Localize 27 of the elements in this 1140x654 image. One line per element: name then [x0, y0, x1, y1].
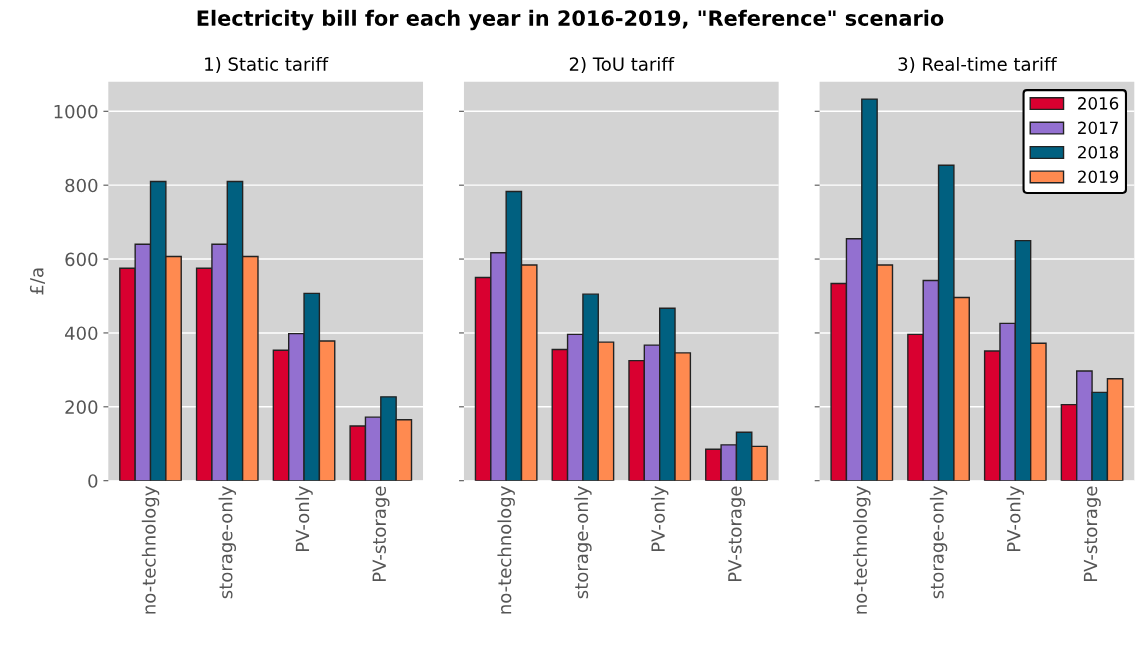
- y-tick-label: 200: [65, 400, 98, 414]
- x-tick-label: PV-only: [650, 486, 669, 551]
- chart-title: 3) Real-time tariff: [898, 56, 1058, 74]
- x-tick-label: storage-only: [574, 486, 592, 599]
- chart-title: 2) ToU tariff: [569, 56, 675, 74]
- text: Electricity bill for each year in 2016-2019, "Reference" scenario: [197, 9, 944, 31]
- y-tick-label: 800: [65, 178, 98, 193]
- x-tick-label: PV-storage: [728, 486, 746, 582]
- y-tick-label: 600: [65, 252, 98, 267]
- y-tick-label: 1000: [54, 104, 98, 119]
- x-tick-label: PV-only: [1006, 486, 1025, 551]
- x-tick-label: no-technology: [853, 486, 871, 614]
- x-tick-label: PV-storage: [372, 486, 390, 582]
- y-axis-title: £/a: [29, 268, 45, 295]
- x-tick-label: no-technology: [497, 486, 515, 614]
- x-tick-label: storage-only: [218, 486, 237, 599]
- x-tick-label: storage-only: [929, 486, 948, 599]
- x-tick-label: PV-only: [295, 486, 313, 551]
- x-tick-label: no-technology: [141, 486, 160, 614]
- legend-label: 2017: [1078, 121, 1118, 135]
- chart-title: 1) Static tariff: [205, 56, 329, 74]
- x-tick-label: PV-storage: [1083, 486, 1101, 582]
- legend-label: 2019: [1078, 170, 1119, 184]
- y-tick-label: 400: [65, 326, 98, 341]
- legend-label: 2016: [1078, 97, 1119, 110]
- y-tick-label: 0: [88, 474, 98, 488]
- legend-label: 2018: [1078, 145, 1119, 159]
